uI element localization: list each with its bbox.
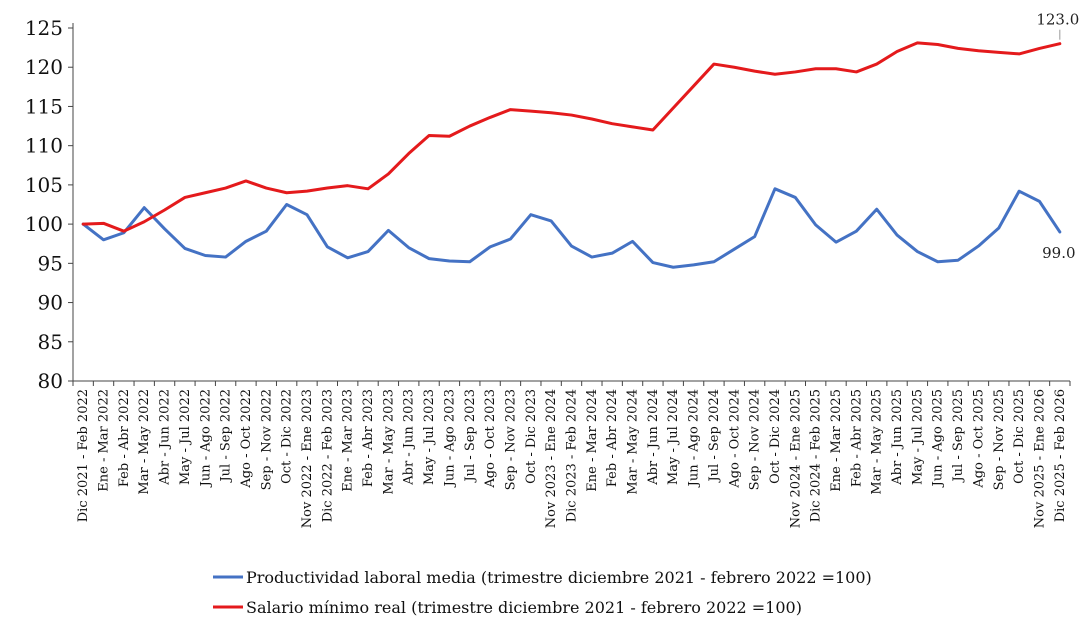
y-tick-label: 120 — [25, 55, 63, 79]
y-tick-label: 115 — [25, 94, 63, 118]
x-tick-label: Abr - Jun 2023 — [402, 389, 417, 486]
y-axis: 80 85 90 95 100 105 110 115 120 125 — [25, 16, 74, 393]
x-tick-label: Feb - Abr 2022 — [117, 389, 132, 487]
legend-item-salario: Salario mínimo real (trimestre diciembre… — [213, 598, 802, 617]
x-tick-label: Feb - Abr 2023 — [361, 389, 376, 487]
x-tick-label: Dic 2024 - Feb 2025 — [809, 389, 824, 522]
y-tick-label: 110 — [25, 134, 63, 158]
x-tick-label: Nov 2025 - Ene 2026 — [1032, 389, 1047, 528]
y-tick-label: 100 — [25, 212, 63, 236]
series-line-productividad — [81, 187, 1062, 269]
x-tick-label: Dic 2025 - Feb 2026 — [1053, 389, 1068, 522]
x-tick-label: Feb - Abr 2025 — [849, 389, 864, 487]
x-tick-label: Abr - Jun 2022 — [158, 389, 173, 486]
x-tick-label: Ene - Mar 2024 — [585, 389, 600, 492]
x-tick-label: Jul - Sep 2023 — [463, 389, 478, 484]
x-tick-label: Jun - Ago 2022 — [198, 389, 213, 488]
x-tick-label: Dic 2023 - Feb 2024 — [565, 389, 580, 522]
x-tick-label: Jun - Ago 2025 — [931, 389, 946, 488]
x-tick-label: Sep - Nov 2025 — [992, 389, 1007, 490]
x-tick-label: Ene - Mar 2023 — [341, 389, 356, 492]
x-tick-label: Ago - Oct 2025 — [971, 389, 986, 489]
x-tick-label: Jun - Ago 2024 — [687, 389, 702, 488]
x-tick-label: Sep - Nov 2022 — [259, 389, 274, 490]
x-tick-label: Oct - Dic 2024 — [768, 389, 783, 484]
x-tick-label: Mar - May 2024 — [626, 389, 641, 495]
x-tick-label: Mar - May 2022 — [137, 389, 152, 495]
x-tick-label: Ene - Mar 2022 — [97, 389, 112, 492]
x-tick-label: Nov 2024 - Ene 2025 — [788, 389, 803, 528]
x-tick-label: Ago - Oct 2022 — [239, 389, 254, 489]
x-tick-label: Nov 2023 - Ene 2024 — [544, 389, 559, 528]
x-tick-label: May - Jul 2025 — [910, 389, 925, 485]
x-tick-label: Dic 2022 - Feb 2023 — [320, 389, 335, 522]
x-tick-label: Jun - Ago 2023 — [442, 389, 457, 488]
x-tick-label: Oct - Dic 2022 — [280, 389, 295, 484]
x-tick-label: May - Jul 2024 — [666, 389, 681, 485]
x-tick-label: Ene - Mar 2025 — [829, 389, 844, 492]
data-label-productividad-end: 99.0 — [1042, 244, 1075, 262]
x-tick-label: Abr - Jun 2024 — [646, 389, 661, 486]
data-labels: 99.0 123.0 — [1036, 11, 1079, 262]
x-tick-label: Mar - May 2025 — [870, 389, 885, 495]
x-tick-label: May - Jul 2022 — [178, 389, 193, 485]
data-label-salario-end: 123.0 — [1036, 11, 1079, 29]
x-tick-label: Oct - Dic 2023 — [524, 389, 539, 484]
x-tick-label: Ago - Oct 2023 — [483, 389, 498, 489]
x-tick-label: Ago - Oct 2024 — [727, 389, 742, 489]
x-tick-label: Feb - Abr 2024 — [605, 389, 620, 487]
x-tick-label: Oct - Dic 2025 — [1012, 389, 1027, 484]
x-tick-label: Mar - May 2023 — [381, 389, 396, 495]
series-line-salario — [81, 41, 1062, 233]
legend: Productividad laboral media (trimestre d… — [213, 568, 872, 617]
x-tick-label: Jul - Sep 2022 — [219, 389, 234, 484]
legend-label-productividad: Productividad laboral media (trimestre d… — [246, 568, 872, 587]
x-tick-label: Abr - Jun 2025 — [890, 389, 905, 486]
x-tick-label: Dic 2021 - Feb 2022 — [76, 389, 91, 522]
x-axis: Dic 2021 - Feb 2022 Ene - Mar 2022 Feb - A… — [72, 380, 1071, 528]
x-tick-label: Nov 2022 - Ene 2023 — [300, 389, 315, 528]
legend-label-salario: Salario mínimo real (trimestre diciembre… — [246, 598, 802, 617]
y-tick-label: 125 — [25, 16, 63, 40]
x-tick-label: Sep - Nov 2024 — [748, 389, 763, 490]
x-tick-label: Sep - Nov 2023 — [503, 389, 518, 490]
series-layer — [81, 41, 1062, 269]
x-tick-label: Jul - Sep 2025 — [951, 389, 966, 484]
y-tick-label: 85 — [38, 330, 63, 354]
x-tick-label: May - Jul 2023 — [422, 389, 437, 485]
y-tick-label: 105 — [25, 173, 63, 197]
legend-item-productividad: Productividad laboral media (trimestre d… — [213, 568, 872, 587]
x-tick-label: Jul - Sep 2024 — [707, 389, 722, 484]
y-tick-label: 90 — [38, 291, 63, 315]
y-tick-label: 95 — [38, 251, 63, 275]
y-tick-label: 80 — [38, 369, 63, 393]
